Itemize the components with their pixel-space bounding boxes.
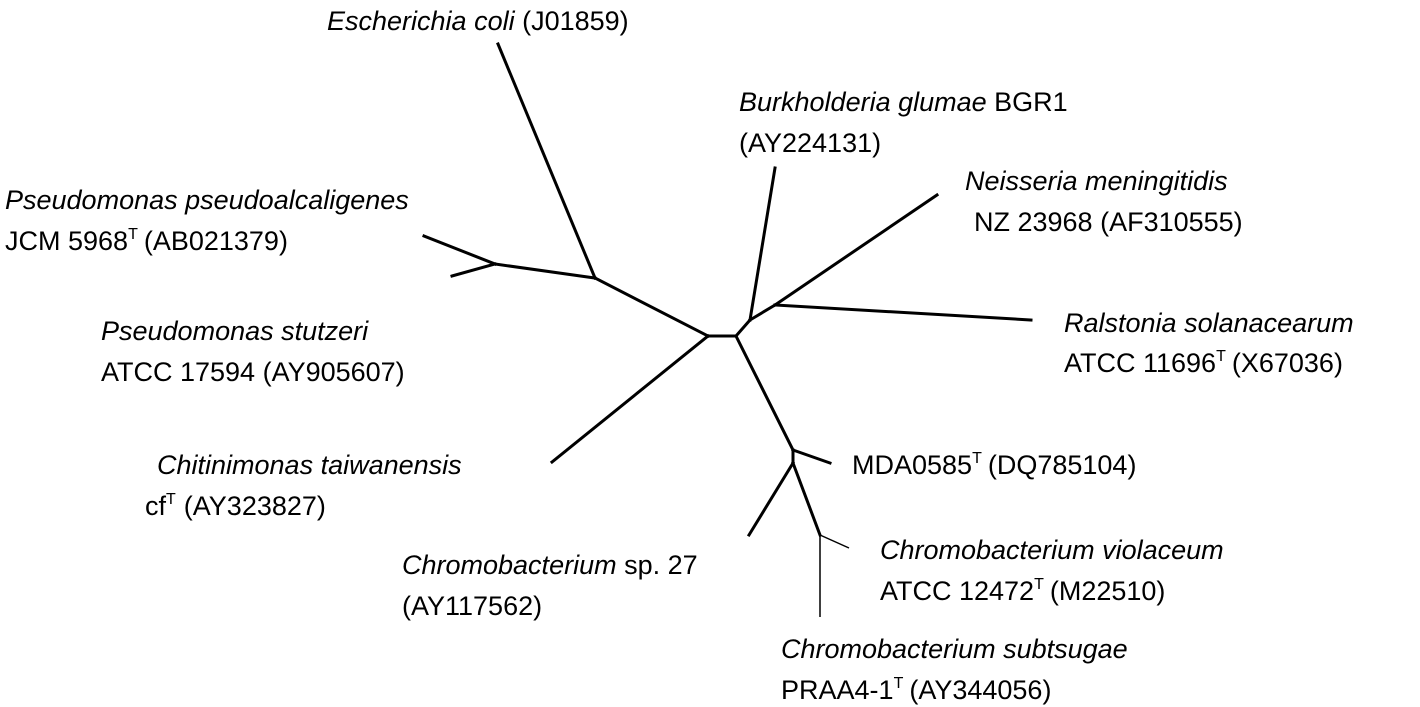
tree-labels: Escherichia coli (J01859) Burkholderia g… bbox=[5, 6, 1354, 705]
branch-internal-beta-node bbox=[733, 317, 753, 339]
branch-neisseria bbox=[772, 192, 940, 308]
svg-text:Chromobacterium sp. 27: Chromobacterium sp. 27 bbox=[402, 550, 698, 580]
taxon-strain: JCM 5968 bbox=[5, 226, 128, 256]
branch-pseudomonas-pseudoalcaligenes bbox=[422, 234, 497, 266]
taxon-strain: ATCC 12472 bbox=[880, 576, 1034, 606]
branch-pseudomonas-stutzeri bbox=[450, 262, 497, 278]
taxon-accession: (AB021379) bbox=[144, 226, 288, 256]
taxon-accession: (AY224131) bbox=[739, 128, 881, 158]
taxon-name: Chromobacterium bbox=[402, 550, 617, 580]
branch-ralstonia bbox=[773, 303, 1033, 322]
label-mda0585: MDA0585T (DQ785104) bbox=[852, 450, 1136, 480]
taxon-name: Chromobacterium violaceum bbox=[880, 535, 1224, 565]
branch-internal-pseudomonas-pair bbox=[493, 262, 597, 280]
taxon-name: Pseudomonas stutzeri bbox=[101, 316, 369, 346]
taxon-strain: cf bbox=[145, 491, 167, 521]
svg-text:NZ 23968 (AF310555): NZ 23968 (AF310555) bbox=[974, 207, 1243, 237]
taxon-strain: sp. 27 bbox=[624, 550, 698, 580]
taxon-accession: (AY344056) bbox=[909, 675, 1051, 705]
label-chitinimonas-taiwanensis: Chitinimonas taiwanensis cfT (AY323827) bbox=[145, 450, 462, 521]
svg-text:ATCC 11696T(X67036): ATCC 11696T (X67036) bbox=[1064, 348, 1343, 378]
taxon-accession: (AF310555) bbox=[1100, 207, 1243, 237]
taxon-strain: BGR1 bbox=[994, 87, 1068, 117]
type-strain-mark: T bbox=[1216, 348, 1226, 365]
taxon-strain: PRAA4-1 bbox=[781, 675, 894, 705]
taxon-accession: (AY323827) bbox=[184, 491, 326, 521]
branch-mda0585 bbox=[791, 448, 832, 465]
taxon-name: Chitinimonas taiwanensis bbox=[157, 450, 462, 480]
taxon-strain: NZ 23968 bbox=[974, 207, 1093, 237]
svg-text:Burkholderia glumae BG: Burkholderia glumae BGR1 bbox=[739, 87, 1068, 117]
branch-internal-beta-upper bbox=[747, 302, 778, 323]
taxon-name: Neisseria meningitidis bbox=[965, 166, 1228, 196]
branch-chromobacterium-sp27 bbox=[746, 460, 796, 538]
branch-internal-violaceum-subtsugae bbox=[791, 461, 822, 537]
type-strain-mark: T bbox=[1034, 576, 1044, 593]
taxon-name: Chromobacterium subtsugae bbox=[781, 634, 1128, 664]
label-neisseria-meningitidis: Neisseria meningitidis NZ 23968 (AF31055… bbox=[965, 166, 1243, 237]
type-strain-mark: T bbox=[128, 226, 138, 243]
taxon-accession: (M22510) bbox=[1050, 576, 1166, 606]
type-strain-mark: T bbox=[894, 675, 904, 692]
taxon-accession: (DQ785104) bbox=[988, 450, 1137, 480]
taxon-name: Ralstonia solanacearum bbox=[1064, 308, 1354, 338]
branch-internal-chromobacterium bbox=[733, 333, 796, 453]
branch-chitinimonas bbox=[549, 333, 711, 465]
label-chromobacterium-sp27: Chromobacterium sp. 27 (AY117562) bbox=[402, 550, 698, 621]
svg-text:cfT(AY323827): cfT (AY323827) bbox=[145, 491, 326, 521]
taxon-accession: (J01859) bbox=[522, 6, 629, 36]
taxon-accession: (X67036) bbox=[1232, 348, 1343, 378]
taxon-strain: ATCC 17594 (AY905607) bbox=[101, 357, 405, 387]
branch-chromobacterium-violaceum bbox=[819, 534, 850, 549]
label-ralstonia-solanacearum: Ralstonia solanacearum ATCC 11696T (X6703… bbox=[1064, 308, 1354, 378]
taxon-name: Escherichia coli bbox=[327, 6, 516, 36]
label-chromobacterium-subtsugae: Chromobacterium subtsugae PRAA4-1T (AY344… bbox=[781, 634, 1128, 705]
label-chromobacterium-violaceum: Chromobacterium violaceum ATCC 12472T (M2… bbox=[880, 535, 1224, 606]
taxon-accession: (AY117562) bbox=[402, 591, 542, 621]
branch-burkholderia bbox=[748, 166, 777, 322]
label-escherichia-coli: Escherichia coli (J01859) bbox=[327, 6, 629, 36]
svg-text:PRAA4-1T(AY344056): PRAA4-1T (AY344056) bbox=[781, 675, 1051, 705]
branch-ecoli bbox=[496, 42, 597, 280]
svg-text:ATCC 12472T(M22510): ATCC 12472T (M22510) bbox=[880, 576, 1165, 606]
type-strain-mark: T bbox=[166, 491, 176, 508]
branch-internal-pseudomonas-to-center bbox=[592, 275, 711, 339]
label-pseudomonas-stutzeri: Pseudomonas stutzeri ATCC 17594 (AY90560… bbox=[101, 316, 405, 387]
type-strain-mark: T bbox=[972, 450, 982, 467]
label-burkholderia-glumae: Burkholderia glumae BGR1 (AY224131) bbox=[739, 87, 1068, 158]
taxon-strain: MDA0585 bbox=[852, 450, 972, 480]
label-pseudomonas-pseudoalcaligenes: Pseudomonas pseudoalcaligenes JCM 5968T (… bbox=[5, 185, 409, 256]
tree-branches bbox=[422, 42, 1033, 617]
taxon-name: Pseudomonas pseudoalcaligenes bbox=[5, 185, 409, 215]
taxon-name: Burkholderia glumae bbox=[739, 87, 987, 117]
svg-text:JCM 5968T(AB021379): JCM 5968T (AB021379) bbox=[5, 226, 288, 256]
taxon-strain: ATCC 11696 bbox=[1064, 348, 1216, 378]
